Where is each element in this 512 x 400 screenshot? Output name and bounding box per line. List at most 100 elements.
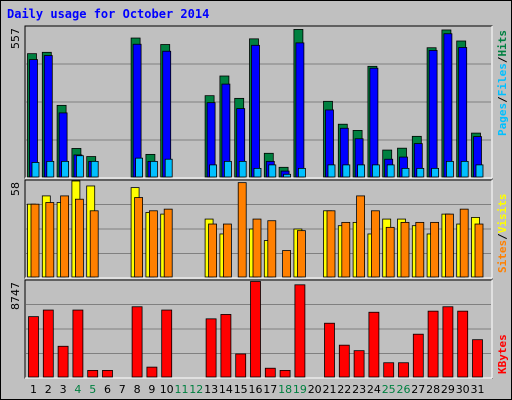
day-label-29: 29 [441,383,455,396]
bar-kbytes-day-15 [235,353,247,378]
bar-kbytes-day-22 [338,344,350,378]
day-label-19: 19 [293,383,307,396]
bar-pages-day-24 [369,67,379,178]
bar-files-day-26 [401,167,410,178]
day-label-31: 31 [471,383,485,396]
bar-sites-day-24 [370,210,380,278]
bar-kbytes-day-17 [264,367,276,378]
bar-sites-day-3 [60,195,69,278]
day-label-20: 20 [308,383,322,396]
bar-sites-day-15 [237,182,247,278]
bar-kbytes-day-24 [368,311,380,378]
bar-kbytes-day-21 [324,322,335,378]
bar-kbytes-day-23 [353,350,365,378]
day-label-4: 4 [74,383,81,396]
bar-sites-day-5 [89,210,99,278]
bar-files-day-5 [90,160,99,178]
bar-files-day-24 [371,164,380,178]
bar-pages-day-19 [295,42,305,178]
bar-files-day-8 [135,157,144,178]
bar-kbytes-day-28 [427,310,439,378]
bar-kbytes-day-8 [131,306,143,378]
bar-files-day-30 [460,160,469,178]
legend-kbytes: KBytes [496,334,509,374]
bar-kbytes-day-16 [250,281,261,378]
bar-files-day-21 [327,164,336,178]
ymax-label-panel-3: 8747 [9,282,22,310]
bar-kbytes-day-14 [220,314,232,378]
bar-pages-day-8 [132,43,142,178]
day-label-11: 11 [175,383,189,396]
day-label-18: 18 [278,383,292,396]
day-label-30: 30 [456,383,470,396]
day-label-14: 14 [219,383,233,396]
day-label-2: 2 [45,383,52,396]
bar-sites-day-31 [474,223,484,278]
day-label-10: 10 [160,383,174,396]
day-label-7: 7 [119,383,126,396]
bar-kbytes-day-31 [472,339,483,378]
bar-sites-day-26 [400,221,410,278]
bar-files-day-19 [297,167,306,178]
day-label-3: 3 [60,383,67,396]
bar-kbytes-day-27 [412,333,424,378]
bar-sites-day-1 [30,203,40,278]
bar-pages-day-28 [428,50,438,178]
legend-pages-files-hits: Pages/Files/Hits [496,30,509,136]
bar-sites-day-23 [356,195,366,278]
bar-pages-day-1 [29,59,38,178]
day-label-9: 9 [148,383,155,396]
bar-pages-day-10 [162,50,172,178]
bar-sites-day-28 [430,221,440,278]
bar-files-day-2 [46,160,55,178]
ymax-label-panel-2: 58 [9,182,22,196]
bar-sites-day-13 [208,223,218,278]
bar-files-day-10 [164,158,173,178]
ymax-label-panel-1: 557 [9,28,22,49]
bar-sites-day-22 [341,221,351,278]
bar-kbytes-day-10 [161,309,173,378]
bar-kbytes-day-26 [398,362,409,378]
day-label-27: 27 [411,383,425,396]
day-label-28: 28 [426,383,440,396]
bar-sites-day-27 [415,221,425,278]
day-label-6: 6 [104,383,111,396]
bar-sites-day-30 [459,208,469,278]
bar-files-day-9 [149,160,158,178]
day-label-5: 5 [89,383,96,396]
day-label-8: 8 [134,383,141,396]
bar-files-day-1 [31,162,40,178]
bar-kbytes-day-3 [57,345,69,378]
bar-kbytes-day-19 [294,284,306,378]
bar-kbytes-day-1 [28,316,39,378]
bar-files-day-17 [268,164,277,178]
bar-sites-day-14 [222,223,232,278]
day-label-13: 13 [204,383,218,396]
day-label-23: 23 [352,383,366,396]
chart-title: Daily usage for October 2014 [7,7,210,21]
bar-sites-day-2 [45,202,55,278]
bar-kbytes-day-18 [279,370,291,378]
bar-sites-day-4 [75,198,84,278]
day-label-24: 24 [367,383,381,396]
bar-files-day-25 [386,164,395,178]
bar-sites-day-25 [385,226,395,278]
day-label-25: 25 [382,383,396,396]
bar-sites-day-17 [267,220,277,278]
bar-files-day-29 [445,160,454,178]
bar-files-day-16 [253,167,262,178]
bar-pages-day-16 [251,44,260,178]
bar-sites-day-9 [148,210,158,278]
bar-sites-day-8 [134,197,144,278]
day-label-26: 26 [397,383,411,396]
day-label-17: 17 [263,383,277,396]
bar-files-day-27 [416,167,425,178]
bar-pages-day-29 [443,33,453,178]
bar-kbytes-day-13 [205,318,217,378]
bar-sites-day-29 [444,213,454,278]
bar-kbytes-day-9 [146,366,158,378]
bar-kbytes-day-6 [102,370,113,378]
bar-kbytes-day-30 [457,310,469,378]
bar-kbytes-day-29 [442,306,454,378]
